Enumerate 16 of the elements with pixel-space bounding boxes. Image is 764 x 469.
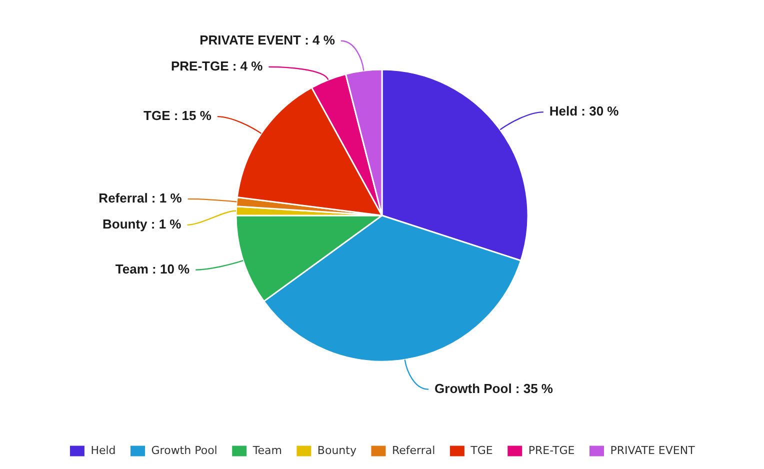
data-label: TGE : 15 % <box>144 108 212 124</box>
legend-label: Referral <box>392 444 436 457</box>
data-label: Held : 30 % <box>549 104 620 119</box>
legend-label: Growth Pool <box>151 444 218 457</box>
data-label: Growth Pool : 35 % <box>434 380 554 396</box>
legend-label: Bounty <box>317 444 357 457</box>
data-label: Bounty : 1 % <box>102 216 182 232</box>
data-label: PRIVATE EVENT : 4 % <box>200 32 336 48</box>
legend-label: PRIVATE EVENT <box>610 444 696 457</box>
data-label: Team : 10 % <box>115 261 190 276</box>
data-label: PRE-TGE : 4 % <box>170 58 264 74</box>
legend-label: TGE <box>470 444 493 457</box>
legend-label: Held <box>90 444 116 457</box>
legend-label: Team <box>252 444 282 457</box>
data-label: Referral : 1 % <box>98 190 182 206</box>
legend-label: PRE-TGE <box>528 444 575 457</box>
